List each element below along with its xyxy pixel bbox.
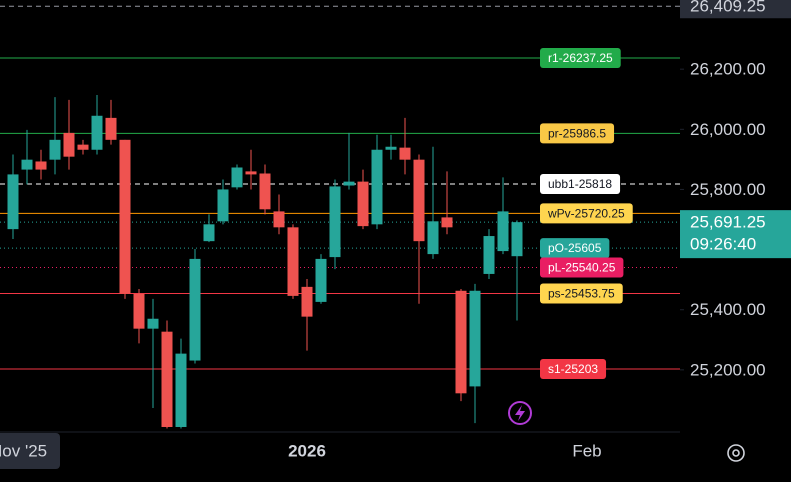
candle-body [329, 186, 341, 258]
candle-body [455, 290, 467, 394]
candle-body [35, 161, 47, 170]
level-label: ubb1-25818 [540, 174, 621, 195]
high-marker-box [680, 0, 791, 19]
level-label-box [540, 238, 610, 259]
candle-body [399, 147, 411, 160]
candle-body [469, 290, 481, 387]
level-label: pO-25605 [540, 238, 610, 259]
candle-body [441, 217, 453, 228]
level-label-box [540, 203, 633, 224]
candle-body [7, 174, 19, 230]
level-label-box [540, 123, 615, 144]
y-tick-label: 25,800.00 [690, 180, 766, 199]
level-label-box [540, 257, 624, 278]
candle-body [315, 258, 327, 302]
candle-body [287, 227, 299, 296]
icon-bolt [515, 405, 525, 421]
level-label: wPv-25720.25 [540, 203, 633, 224]
level-label-text: pr-25986.5 [548, 127, 606, 141]
x-tick-label: Nov '25 [0, 441, 47, 460]
candle-body [77, 144, 89, 150]
candle-body [217, 189, 229, 222]
level-label: s1-25203 [540, 358, 607, 379]
gear-center [732, 449, 740, 457]
candle-body [49, 139, 61, 160]
candle-body [357, 181, 369, 227]
candle-body [497, 211, 509, 252]
gear [727, 444, 745, 462]
candle-body [385, 146, 397, 150]
candle-body [189, 258, 201, 361]
candle-body [245, 171, 257, 175]
icon-circle [508, 401, 532, 425]
last-price-label: 25,691.25 [690, 213, 766, 232]
candle-body [343, 181, 355, 186]
level-label: pL-25540.25 [540, 257, 624, 278]
level-label-text: wPv-25720.25 [547, 207, 625, 221]
candle-body [133, 293, 145, 329]
candle-body [119, 139, 131, 294]
level-label-text: pL-25540.25 [548, 261, 616, 275]
candle-body [301, 286, 313, 317]
candle-body [147, 318, 159, 329]
candle-body [427, 221, 439, 255]
level-label-text: s1-25203 [548, 362, 598, 376]
candle-body [21, 159, 33, 170]
level-label-text: pO-25605 [548, 241, 602, 255]
x-tick-label: 2026 [288, 441, 326, 460]
candle-body [511, 222, 523, 257]
x-label-box [0, 433, 60, 469]
y-tick-label: 26,200.00 [690, 60, 766, 79]
last-price-countdown: 09:26:40 [690, 235, 756, 254]
candle-body [91, 115, 103, 150]
high-marker-label: 26,409.25 [690, 0, 766, 16]
level-label: r1-26237.25 [540, 47, 621, 68]
candle-body [371, 149, 383, 225]
candle-body [203, 224, 215, 242]
level-label-box [540, 174, 621, 195]
candle-body [63, 132, 75, 157]
level-label-box [540, 47, 621, 68]
last-price-box [680, 210, 791, 259]
candle-body [231, 167, 243, 188]
level-label-box [540, 283, 623, 304]
level-label: ps-25453.75 [540, 283, 623, 304]
level-label-box [540, 358, 607, 379]
level-label-text: r1-26237.25 [548, 51, 613, 65]
candle-body [105, 117, 117, 140]
y-tick-label: 26,000.00 [690, 120, 766, 139]
x-tick-label: Feb [572, 441, 601, 460]
level-label-text: ubb1-25818 [548, 177, 612, 191]
level-label-text: ps-25453.75 [548, 287, 615, 301]
candle-body [161, 331, 173, 427]
level-label: pr-25986.5 [540, 123, 615, 144]
candle-body [273, 211, 285, 228]
lightning-icon[interactable] [508, 401, 532, 425]
candle-body [175, 353, 187, 427]
settings-icon[interactable] [727, 444, 745, 462]
candle-body [483, 236, 495, 274]
y-tick-label: 25,200.00 [690, 360, 766, 379]
y-tick-label: 25,400.00 [690, 300, 766, 319]
candle-body [259, 173, 271, 210]
candle-body [413, 159, 425, 242]
